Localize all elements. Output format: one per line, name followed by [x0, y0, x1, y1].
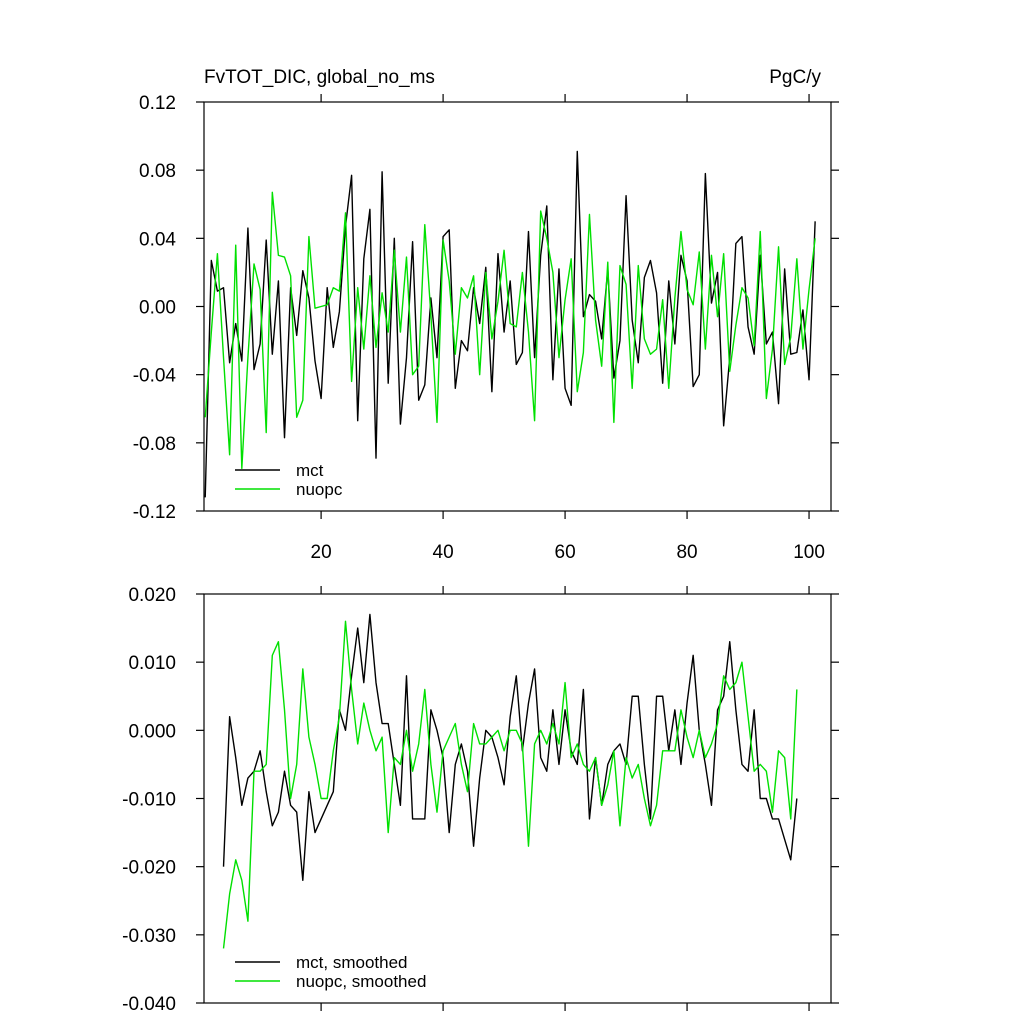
series-line	[204, 150, 816, 498]
plot-frame	[203, 593, 832, 1004]
x-tick-label: 60	[555, 542, 576, 563]
y-tick-label: -0.010	[122, 790, 176, 811]
series-line	[222, 620, 798, 949]
y-tick-label: -0.020	[122, 858, 176, 879]
units-label: PgC/y	[769, 67, 821, 88]
y-tick-label: 0.08	[139, 161, 176, 182]
legend-label: nuopc, smoothed	[296, 972, 426, 991]
y-tick-label: -0.040	[122, 994, 176, 1015]
x-tick-label: 40	[433, 542, 454, 563]
y-tick-label: 0.020	[128, 585, 176, 606]
legend-label: mct, smoothed	[296, 953, 408, 972]
y-tick-label: 0.010	[128, 653, 176, 674]
y-tick-label: -0.12	[133, 502, 176, 523]
chart-title: FvTOT_DIC, global_no_ms	[204, 67, 435, 88]
x-tick-label: 20	[311, 542, 332, 563]
y-tick-label: -0.04	[133, 366, 177, 387]
y-tick-label: -0.030	[122, 926, 176, 947]
legend-label: mct	[296, 461, 324, 480]
y-tick-label: 0.12	[139, 93, 176, 114]
series-line	[204, 191, 816, 470]
series-line	[222, 613, 798, 881]
y-tick-label: 0.04	[139, 229, 176, 250]
legend-label: nuopc	[296, 480, 343, 499]
y-tick-label: 0.000	[128, 721, 176, 742]
y-tick-label: -0.08	[133, 434, 176, 455]
x-tick-label: 100	[793, 542, 825, 563]
x-tick-label: 80	[676, 542, 697, 563]
plot-frame	[203, 101, 832, 512]
y-tick-label: 0.00	[139, 298, 176, 319]
